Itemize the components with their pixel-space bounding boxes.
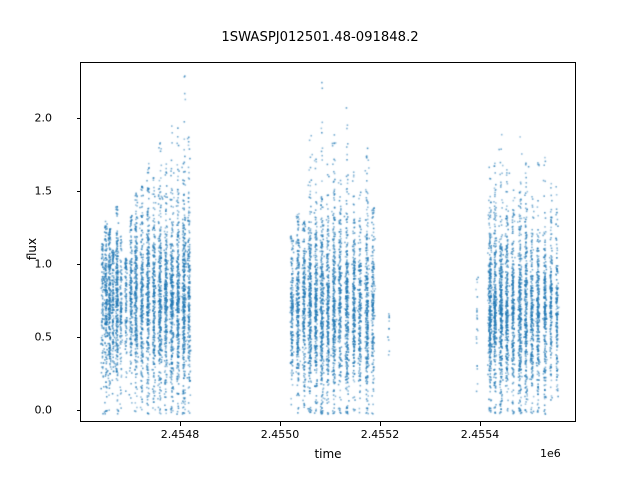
scatter-plot-canvas (81, 63, 575, 421)
x-tick-mark (280, 422, 281, 426)
x-axis-offset-label: 1e6 (540, 447, 561, 460)
x-tick-mark (480, 422, 481, 426)
x-tick-label: 2.4552 (360, 428, 400, 441)
y-tick-mark (76, 190, 80, 192)
y-tick-label: 0.0 (34, 403, 53, 417)
y-tick-label: 2.0 (34, 111, 53, 125)
y-tick-label: 1.0 (34, 257, 53, 271)
plot-axes-area (80, 62, 576, 422)
y-tick-mark (76, 337, 80, 339)
y-tick-mark (76, 263, 80, 265)
y-tick-label: 0.5 (34, 330, 53, 344)
x-tick-mark (380, 422, 381, 426)
x-tick-label: 2.4554 (460, 428, 500, 441)
x-tick-mark (180, 422, 181, 426)
y-tick-label: 1.5 (34, 184, 53, 198)
x-tick-label: 2.4548 (160, 428, 200, 441)
y-axis-label: flux (25, 237, 39, 261)
y-tick-mark (76, 117, 80, 119)
x-axis-label: time (314, 447, 342, 461)
y-tick-mark (76, 410, 80, 412)
x-tick-label: 2.4550 (260, 428, 300, 441)
page-title: 1SWASPJ012501.48-091848.2 (221, 30, 419, 45)
